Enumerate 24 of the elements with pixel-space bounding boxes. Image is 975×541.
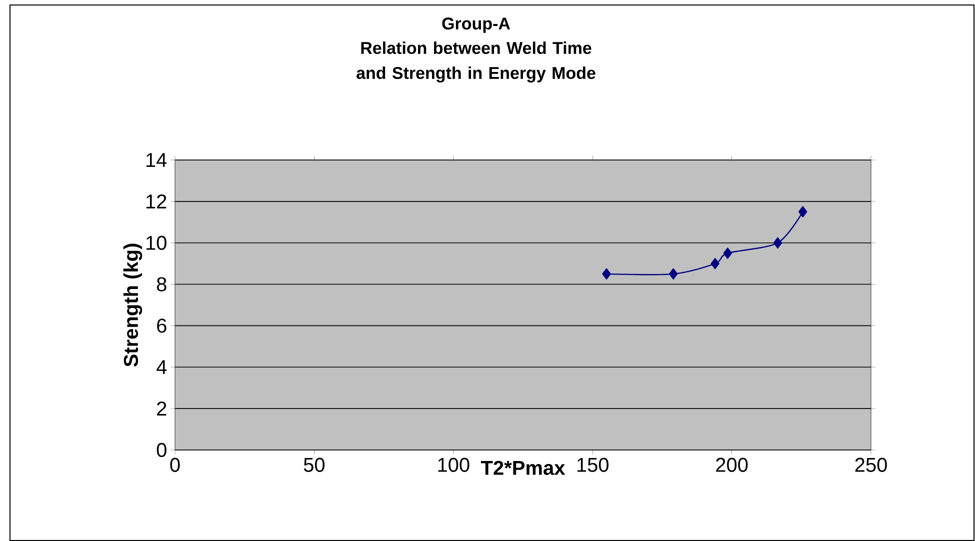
point (710, 258, 720, 270)
x-tick-label: 200 (716, 458, 748, 472)
x-tick-label: 50 (304, 458, 325, 472)
x-tick-label: 100 (438, 458, 470, 472)
y-tick-label: 14 (146, 153, 167, 167)
point (602, 268, 611, 280)
x-tick-label: 150 (577, 458, 608, 472)
y-tick-label: 0 (156, 442, 166, 458)
point (668, 268, 678, 280)
y-tick-label: 8 (156, 277, 166, 292)
y-tick-label: 4 (156, 360, 167, 374)
y-axis-title: Strength (kg) (123, 244, 142, 367)
y-tick-label: 6 (157, 318, 166, 333)
x-axis-title: T2*Pmax (480, 460, 566, 475)
point (773, 237, 782, 248)
x-tick-label: 250 (855, 458, 887, 472)
y-tick-label: 2 (157, 402, 166, 416)
y-tick-label: 10 (146, 236, 166, 250)
point (723, 248, 732, 259)
point (798, 206, 808, 218)
chart-title: Group-A (442, 18, 510, 33)
chart-subtitle: Relation between Weld Time and Strength in Energy Mode (356, 42, 596, 82)
y-tick-label: 12 (146, 194, 166, 208)
x-tick-label: 0 (170, 458, 180, 472)
